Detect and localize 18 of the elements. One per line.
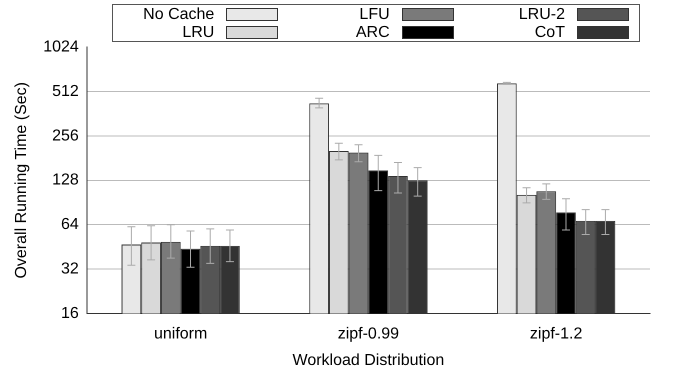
- legend-label: LFU: [359, 6, 390, 22]
- legend-label: LRU-2: [518, 6, 565, 22]
- x-tick-label: uniform: [154, 326, 208, 343]
- y-tick-label: 16: [60, 305, 79, 322]
- legend-label: No Cache: [143, 6, 214, 22]
- y-tick-label: 1024: [43, 38, 79, 56]
- x-tick-label: zipf-0.99: [338, 326, 400, 343]
- y-tick-label: 128: [52, 172, 79, 189]
- y-tick-label: 32: [60, 260, 79, 278]
- y-axis-title: Overall Running Time (Sec): [13, 82, 30, 279]
- legend-label: CoT: [534, 24, 565, 40]
- y-tick-label: 256: [52, 127, 79, 144]
- legend-label: LRU: [182, 24, 214, 40]
- y-tick-label: 64: [60, 216, 79, 234]
- x-tick-label: zipf-1.2: [530, 326, 582, 343]
- x-axis-title: Workload Distribution: [292, 352, 444, 369]
- y-tick-label: 512: [52, 82, 79, 100]
- legend-label: ARC: [356, 24, 390, 40]
